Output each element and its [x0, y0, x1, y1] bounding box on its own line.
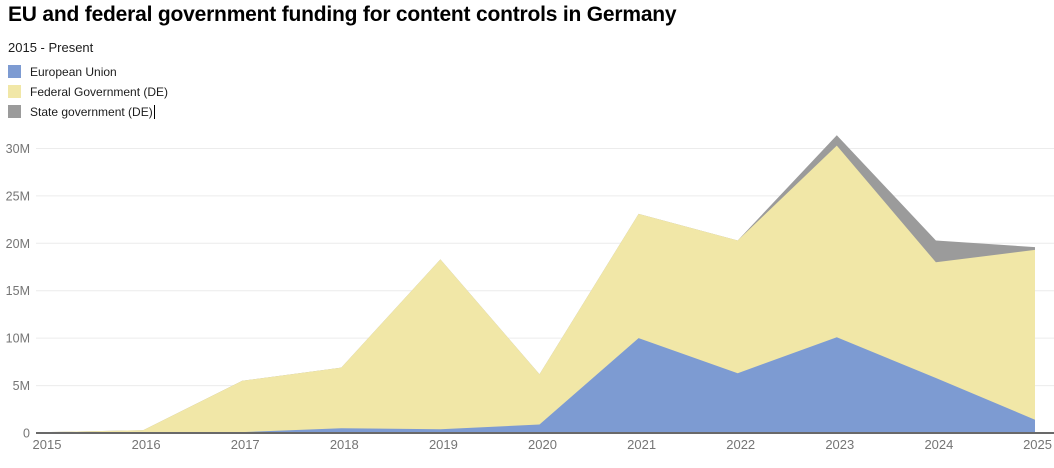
- chart-subtitle: 2015 - Present: [8, 40, 94, 55]
- x-tick-label: 2025: [1023, 437, 1052, 452]
- chart-legend: European Union Federal Government (DE) Sta…: [8, 64, 169, 119]
- y-tick-label: 20M: [6, 237, 30, 251]
- area-european-union: [44, 337, 1035, 433]
- x-tick-label: 2021: [627, 437, 656, 452]
- y-tick-label: 25M: [6, 189, 30, 203]
- x-tick-label: 2024: [924, 437, 953, 452]
- chart-title: EU and federal government funding for co…: [8, 3, 677, 26]
- legend-item: European Union: [8, 64, 168, 79]
- y-tick-label: 0: [23, 427, 30, 441]
- x-tick-label: 2019: [429, 437, 458, 452]
- y-tick-label: 15M: [6, 284, 30, 298]
- x-tick-label: 2020: [528, 437, 557, 452]
- x-tick-label: 2022: [726, 437, 755, 452]
- legend-swatch: [8, 105, 21, 118]
- y-tick-label: 5M: [13, 379, 30, 393]
- text-cursor: [153, 104, 156, 119]
- x-tick-label: 2016: [132, 437, 161, 452]
- x-tick-label: 2018: [330, 437, 359, 452]
- legend-swatch: [8, 85, 21, 98]
- y-tick-label: 30M: [6, 142, 30, 156]
- legend-swatch: [8, 65, 21, 78]
- y-tick-label: 10M: [6, 332, 30, 346]
- x-tick-label: 2023: [825, 437, 854, 452]
- x-tick-label: 2015: [33, 437, 62, 452]
- legend-item: Federal Government (DE): [8, 84, 169, 99]
- x-tick-label: 2017: [231, 437, 260, 452]
- legend-label[interactable]: State government (DE): [30, 104, 153, 119]
- legend-label[interactable]: European Union: [30, 64, 117, 79]
- legend-label[interactable]: Federal Government (DE): [30, 84, 169, 99]
- legend-item: State government (DE): [8, 104, 168, 119]
